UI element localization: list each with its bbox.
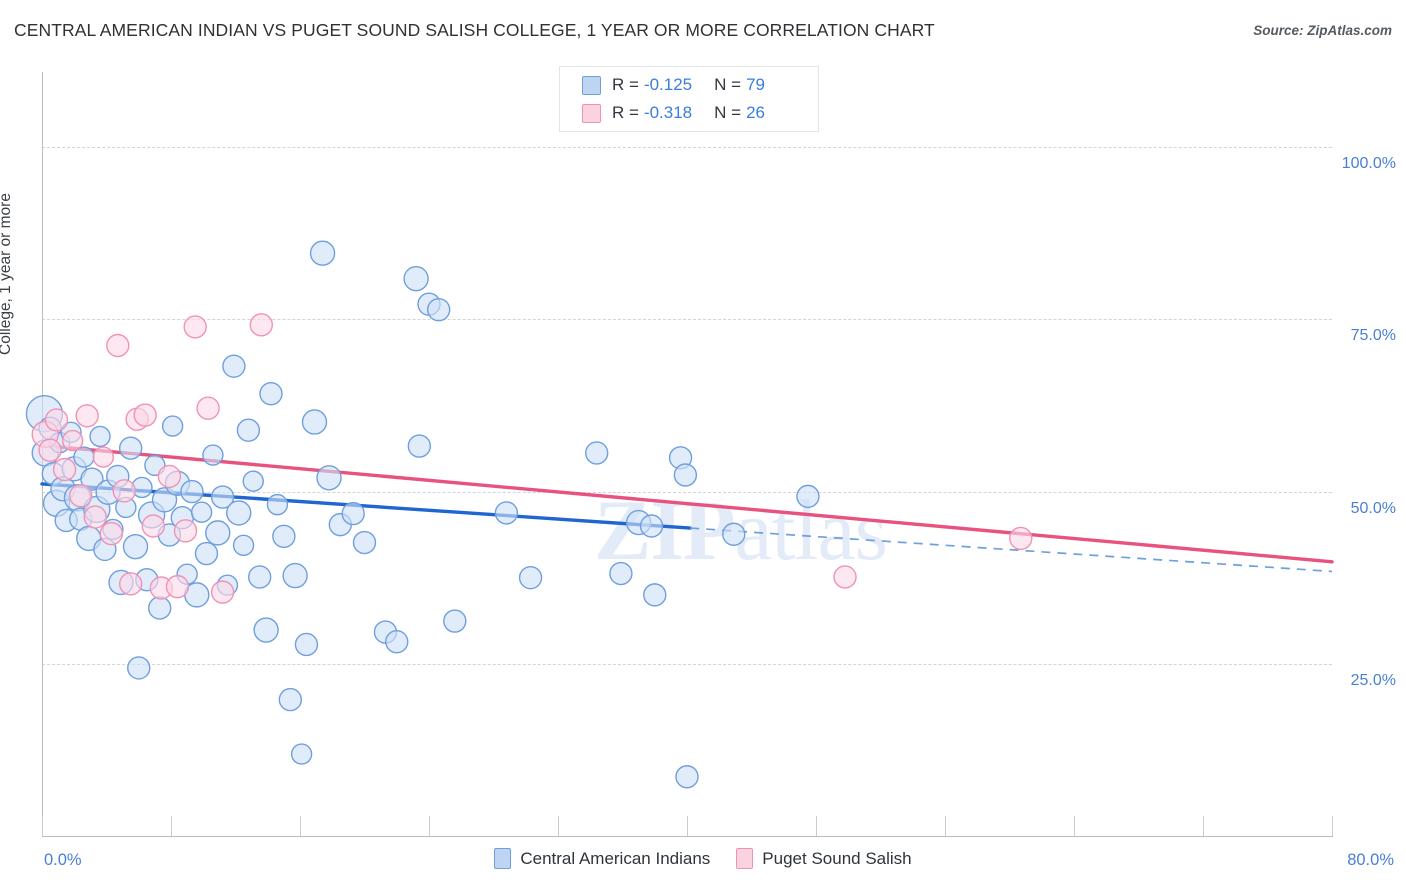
gridline-500	[42, 491, 1332, 493]
x-tick	[945, 816, 946, 836]
r-label-pink: R =	[612, 103, 639, 122]
x-tick	[171, 816, 172, 836]
x-tick	[42, 816, 43, 836]
series-legend-item[interactable]: Central American Indians	[494, 848, 710, 869]
series-legend-item[interactable]: Puget Sound Salish	[736, 848, 912, 869]
series-legend-swatch-icon	[494, 848, 512, 869]
gridline-1000	[42, 147, 1332, 149]
zipatlas-watermark: ZIPatlas	[594, 480, 888, 580]
n-label-blue: N =	[714, 75, 742, 94]
y-tick-label: 50.0%	[1350, 499, 1396, 517]
y-tick-label: 100.0%	[1341, 155, 1396, 173]
n-value-blue: 79	[746, 75, 765, 94]
legend-swatch-blue-icon	[582, 75, 601, 95]
series-legend-label: Central American Indians	[520, 848, 711, 868]
correlation-legend: R = -0.125 N = 79 R = -0.318 N = 26	[559, 66, 819, 132]
x-tick	[816, 816, 817, 836]
x-tick	[1332, 816, 1333, 836]
correlation-row-pink: R = -0.318 N = 26	[582, 99, 818, 127]
source-attribution: Source: ZipAtlas.com	[1253, 23, 1392, 38]
x-axis-max-label: 80.0%	[1347, 851, 1394, 869]
y-tick-label: 25.0%	[1350, 671, 1396, 689]
r-value-pink: -0.318	[643, 103, 693, 122]
n-value-pink: 26	[746, 103, 765, 122]
x-tick	[1203, 816, 1204, 836]
gridline-750	[42, 319, 1332, 321]
legend-swatch-pink-icon	[582, 103, 601, 123]
x-axis-min-label: 0.0%	[44, 851, 82, 869]
x-tick	[429, 816, 430, 836]
x-tick	[558, 816, 559, 836]
x-tick	[687, 816, 688, 836]
series-legend: Central American Indians Puget Sound Sali…	[0, 848, 1406, 869]
series-legend-label: Puget Sound Salish	[762, 848, 912, 868]
x-tick	[300, 816, 301, 836]
x-axis-line	[42, 836, 1333, 837]
n-label-pink: N =	[714, 103, 742, 122]
gridline-250	[42, 663, 1332, 665]
correlation-row-blue: R = -0.125 N = 79	[582, 71, 818, 99]
y-tick-label: 75.0%	[1350, 327, 1396, 345]
y-axis-title: College, 1 year or more	[0, 193, 14, 355]
watermark-light: atlas	[734, 482, 888, 578]
r-label-blue: R =	[612, 75, 639, 94]
plot-area: ZIPatlas	[42, 72, 1332, 836]
watermark-bold: ZIP	[594, 482, 735, 578]
r-value-blue: -0.125	[643, 75, 693, 94]
page-title: CENTRAL AMERICAN INDIAN VS PUGET SOUND S…	[14, 20, 935, 40]
series-legend-swatch-icon	[736, 848, 754, 869]
x-tick	[1074, 816, 1075, 836]
y-axis-line	[42, 72, 43, 836]
